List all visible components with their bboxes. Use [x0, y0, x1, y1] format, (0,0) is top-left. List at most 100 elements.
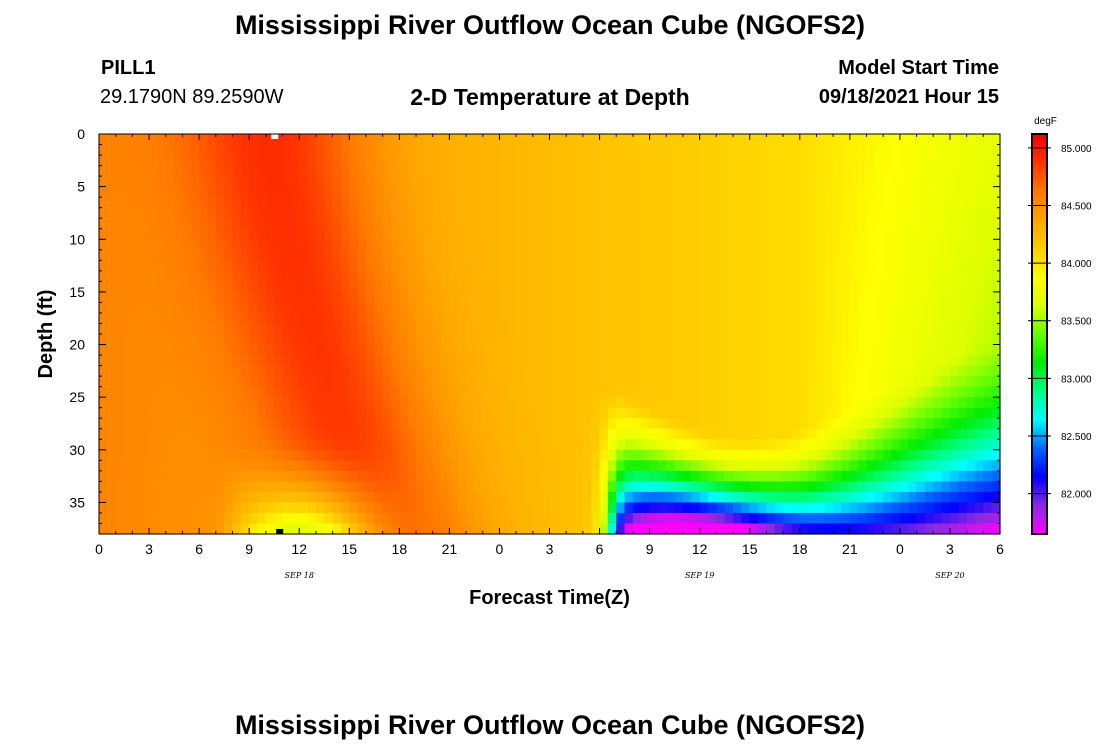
heatmap-cell — [874, 312, 884, 325]
heatmap-cell — [557, 355, 567, 367]
heatmap-cell — [541, 397, 551, 409]
heatmap-cell — [424, 270, 434, 282]
heatmap-cell — [666, 481, 676, 493]
heatmap-cell — [174, 197, 184, 209]
heatmap-cell — [891, 334, 901, 346]
heatmap-cell — [916, 470, 926, 482]
heatmap-cell — [607, 386, 617, 398]
heatmap-cell — [741, 502, 751, 514]
heatmap-cell — [783, 449, 793, 461]
heatmap-cell — [599, 207, 609, 219]
heatmap-cell — [240, 134, 250, 146]
heatmap-cell — [474, 249, 484, 261]
heatmap-cell — [641, 407, 651, 419]
heatmap-cell — [466, 176, 476, 188]
heatmap-cell — [382, 197, 392, 209]
heatmap-cell — [174, 144, 184, 156]
heatmap-cell — [632, 260, 642, 272]
heatmap-cell — [758, 186, 767, 198]
heatmap-cell — [324, 344, 334, 356]
heatmap-cell — [282, 249, 292, 261]
heatmap-cell — [866, 365, 876, 377]
heatmap-cell — [724, 397, 734, 409]
heatmap-cell — [357, 186, 367, 198]
heatmap-cell — [958, 460, 968, 472]
heatmap-cell — [274, 228, 284, 240]
heatmap-cell — [607, 323, 617, 335]
heatmap-cell — [566, 470, 576, 482]
heatmap-cell — [224, 460, 234, 472]
heatmap-cell — [674, 407, 684, 419]
heatmap-cell — [666, 512, 676, 525]
heatmap-cell — [299, 155, 309, 167]
heatmap-cell — [833, 176, 843, 188]
heatmap-cell — [99, 155, 108, 167]
heatmap-cell — [716, 439, 726, 451]
heatmap-cell — [799, 439, 809, 451]
heatmap-cell — [841, 260, 851, 272]
heatmap-cell — [407, 197, 417, 209]
heatmap-cell — [99, 386, 108, 398]
heatmap-cell — [549, 428, 559, 440]
heatmap-cell — [140, 449, 150, 461]
heatmap-cell — [149, 323, 158, 335]
heatmap-cell — [566, 439, 576, 451]
heatmap-cell — [215, 386, 225, 398]
heatmap-cell — [966, 186, 976, 198]
heatmap-cell — [649, 281, 659, 293]
heatmap-cell — [624, 134, 634, 146]
heatmap-cell — [874, 386, 884, 398]
heatmap-cell — [424, 428, 434, 440]
heatmap-cell — [132, 228, 142, 240]
heatmap-cell — [891, 260, 901, 272]
heatmap-cell — [532, 376, 542, 388]
heatmap-cell — [457, 218, 467, 230]
heatmap-cell — [949, 270, 959, 282]
heatmap-cell — [616, 312, 626, 325]
heatmap-cell — [299, 512, 309, 525]
heatmap-cell — [207, 491, 217, 504]
heatmap-cell — [641, 165, 651, 177]
heatmap-cell — [574, 407, 584, 419]
heatmap-cell — [124, 449, 133, 461]
heatmap-cell — [524, 281, 534, 293]
heatmap-cell — [457, 439, 467, 451]
heatmap-cell — [908, 323, 918, 335]
heatmap-cell — [174, 428, 184, 440]
heatmap-cell — [224, 249, 234, 261]
heatmap-cell — [766, 176, 776, 188]
heatmap-cell — [766, 270, 776, 282]
heatmap-cell — [641, 291, 651, 304]
heatmap-cell — [99, 176, 108, 188]
heatmap-cell — [866, 270, 876, 282]
heatmap-cell — [524, 197, 534, 209]
heatmap-cell — [299, 312, 309, 325]
heatmap-cell — [724, 502, 734, 514]
heatmap-cell — [657, 449, 667, 461]
heatmap-cell — [324, 397, 334, 409]
heatmap-cell — [766, 239, 776, 251]
heatmap-cell — [299, 397, 309, 409]
heatmap-cell — [783, 281, 793, 293]
heatmap-cell — [699, 334, 709, 346]
heatmap-cell — [491, 512, 501, 525]
heatmap-cell — [791, 481, 801, 493]
heatmap-cell — [324, 523, 334, 535]
heatmap-cell — [599, 460, 609, 472]
heatmap-cell — [199, 312, 209, 325]
heatmap-cell — [674, 386, 684, 398]
heatmap-cell — [874, 270, 884, 282]
heatmap-cell — [774, 207, 784, 219]
heatmap-cell — [390, 291, 400, 304]
heatmap-cell — [824, 260, 834, 272]
heatmap-cell — [766, 249, 776, 261]
heatmap-cell — [332, 512, 342, 525]
heatmap-cell — [441, 291, 450, 304]
colorbar-tick-label: 82.000 — [1061, 490, 1092, 501]
heatmap-cell — [908, 470, 918, 482]
heatmap-cell — [174, 228, 184, 240]
heatmap-cell — [240, 376, 250, 388]
heatmap-cell — [632, 207, 642, 219]
heatmap-cell — [716, 260, 726, 272]
heatmap-cell — [491, 386, 501, 398]
